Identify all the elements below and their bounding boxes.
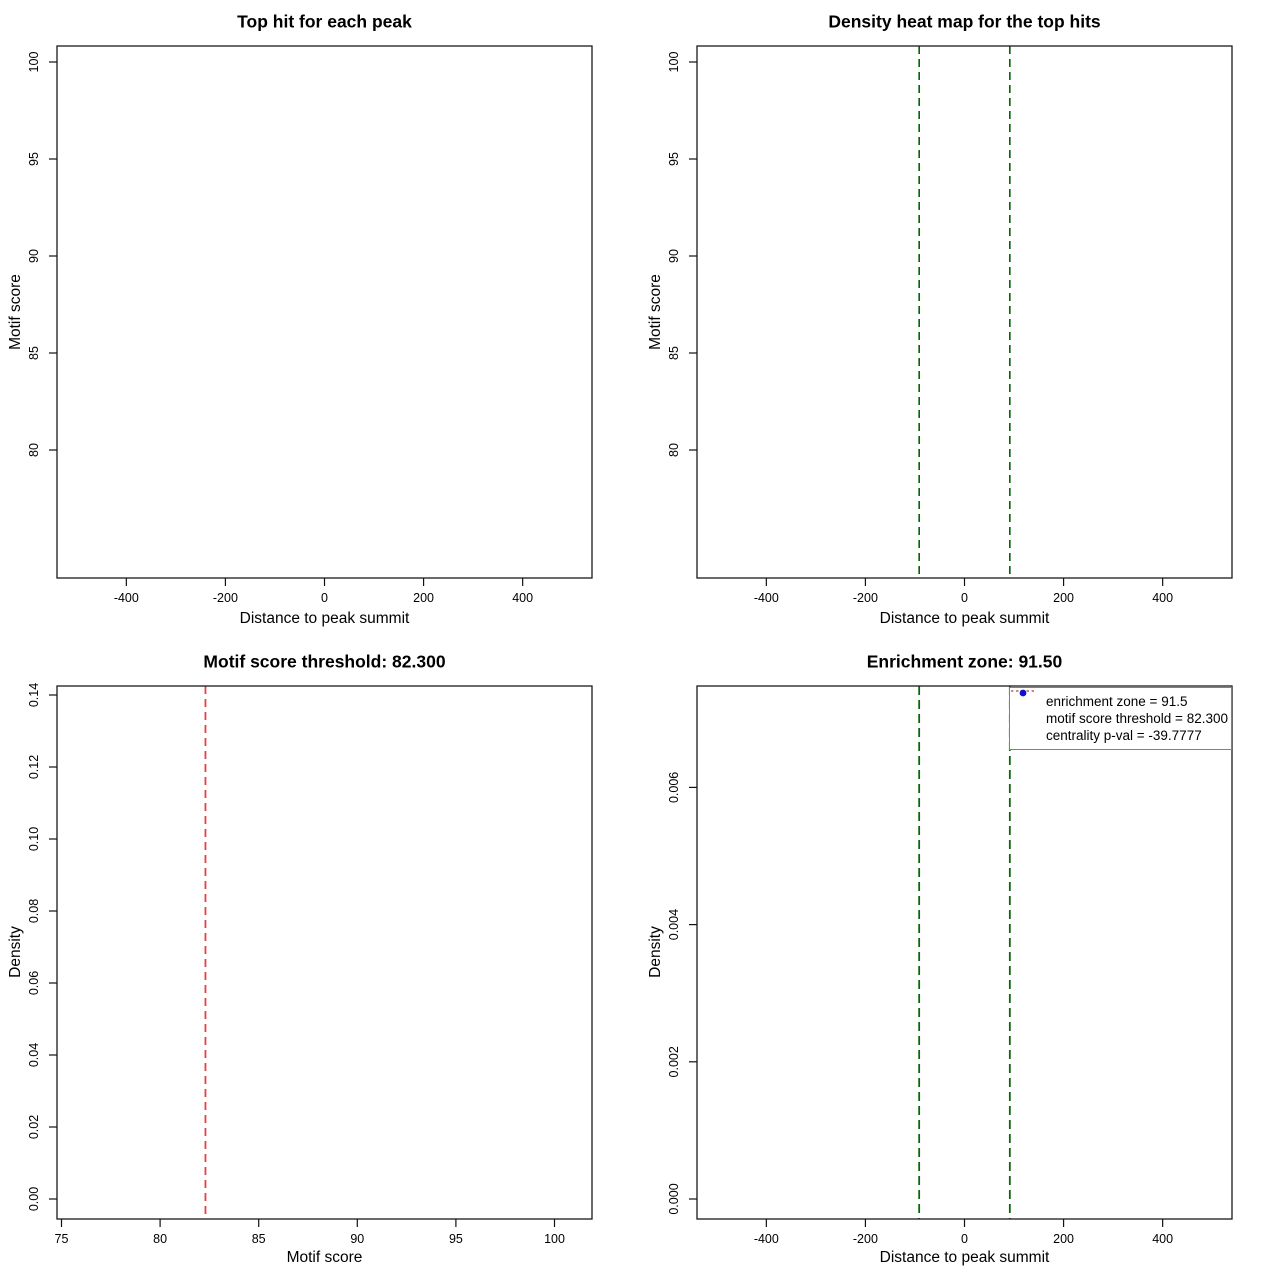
threshold-x-tick-label: 100 <box>544 1232 565 1246</box>
scatter-y-tick-label: 100 <box>27 52 41 73</box>
scatter-y-tick-label: 95 <box>27 152 41 166</box>
plot-box-bl <box>56 685 593 1220</box>
legend-item-enrichment-zone: enrichment zone = 91.5 <box>1010 690 1231 710</box>
legend: enrichment zone = 91.5 motif score thres… <box>1009 687 1232 750</box>
enrichment-x-tick-label: 200 <box>1053 1232 1074 1246</box>
enrichment-y-tick-label: 0.004 <box>667 909 681 940</box>
y-axis-label-threshold: Density <box>7 926 24 978</box>
threshold-y-tick-label: 0.14 <box>27 683 41 707</box>
panel-title-heatmap: Density heat map for the top hits <box>828 11 1101 32</box>
threshold-x-tick-label: 85 <box>252 1232 266 1246</box>
threshold-y-tick-label: 0.10 <box>27 827 41 851</box>
y-axis-label-enrichment: Density <box>647 926 664 978</box>
x-axis-label-heatmap: Distance to peak summit <box>879 610 1050 627</box>
panel-title-threshold: Motif score threshold: 82.300 <box>203 651 446 672</box>
heatmap-y-tick-label: 80 <box>667 443 681 457</box>
scatter-x-tick-label: -400 <box>114 591 139 605</box>
panel-title-enrichment: Enrichment zone: 91.50 <box>866 651 1063 672</box>
heatmap-x-tick-label: -400 <box>754 591 779 605</box>
heatmap-x-tick-label: -200 <box>853 591 878 605</box>
threshold-y-tick-label: 0.02 <box>27 1115 41 1139</box>
plot-box-tr <box>696 45 1233 579</box>
enrichment-y-tick-label: 0.002 <box>667 1046 681 1077</box>
heatmap-x-tick-label: 200 <box>1053 591 1074 605</box>
scatter-y-tick-label: 80 <box>27 443 41 457</box>
threshold-y-tick-label: 0.06 <box>27 971 41 995</box>
legend-item-label: centrality p-val = -39.7777 <box>1046 728 1202 743</box>
legend-item-centrality: centrality p-val = -39.7777 <box>1010 689 1231 744</box>
legend-item-label: motif score threshold = 82.300 <box>1046 711 1228 726</box>
threshold-x-tick-label: 80 <box>153 1232 167 1246</box>
threshold-y-tick-label: 0.08 <box>27 899 41 923</box>
heatmap-y-tick-label: 95 <box>667 152 681 166</box>
threshold-y-tick-label: 0.04 <box>27 1043 41 1067</box>
heatmap-y-tick-label: 85 <box>667 346 681 360</box>
enrichment-y-tick-label: 0.000 <box>667 1183 681 1214</box>
panel-title-scatter: Top hit for each peak <box>237 11 412 32</box>
enrichment-y-tick-label: 0.006 <box>667 772 681 803</box>
scatter-x-tick-label: 400 <box>512 591 533 605</box>
scatter-x-tick-label: 200 <box>413 591 434 605</box>
heatmap-x-tick-label: 0 <box>961 591 968 605</box>
plot-box-br <box>696 685 1233 1220</box>
scatter-x-tick-label: 0 <box>321 591 328 605</box>
scatter-y-tick-label: 85 <box>27 346 41 360</box>
enrichment-x-tick-label: -200 <box>853 1232 878 1246</box>
x-axis-label-threshold: Motif score <box>286 1249 363 1266</box>
legend-item-label: enrichment zone = 91.5 <box>1046 694 1188 709</box>
threshold-x-tick-label: 75 <box>55 1232 69 1246</box>
scatter-y-tick-label: 90 <box>27 249 41 263</box>
threshold-y-tick-label: 0.12 <box>27 755 41 779</box>
x-axis-label-scatter: Distance to peak summit <box>239 610 410 627</box>
legend-item-threshold: motif score threshold = 82.300 <box>1010 690 1231 727</box>
x-axis-label-enrichment: Distance to peak summit <box>879 1249 1050 1266</box>
heatmap-y-tick-label: 90 <box>667 249 681 263</box>
threshold-y-tick-label: 0.00 <box>27 1187 41 1211</box>
heatmap-x-tick-label: 400 <box>1152 591 1173 605</box>
y-axis-label-heatmap: Motif score <box>647 274 664 350</box>
heatmap-y-tick-label: 100 <box>667 52 681 73</box>
threshold-x-tick-label: 95 <box>449 1232 463 1246</box>
plot-box-tl <box>56 45 593 579</box>
y-axis-label-scatter: Motif score <box>7 274 24 350</box>
scatter-x-tick-label: -200 <box>213 591 238 605</box>
enrichment-x-tick-label: 0 <box>961 1232 968 1246</box>
enrichment-x-tick-label: -400 <box>754 1232 779 1246</box>
threshold-x-tick-label: 90 <box>350 1232 364 1246</box>
enrichment-x-tick-label: 400 <box>1152 1232 1173 1246</box>
